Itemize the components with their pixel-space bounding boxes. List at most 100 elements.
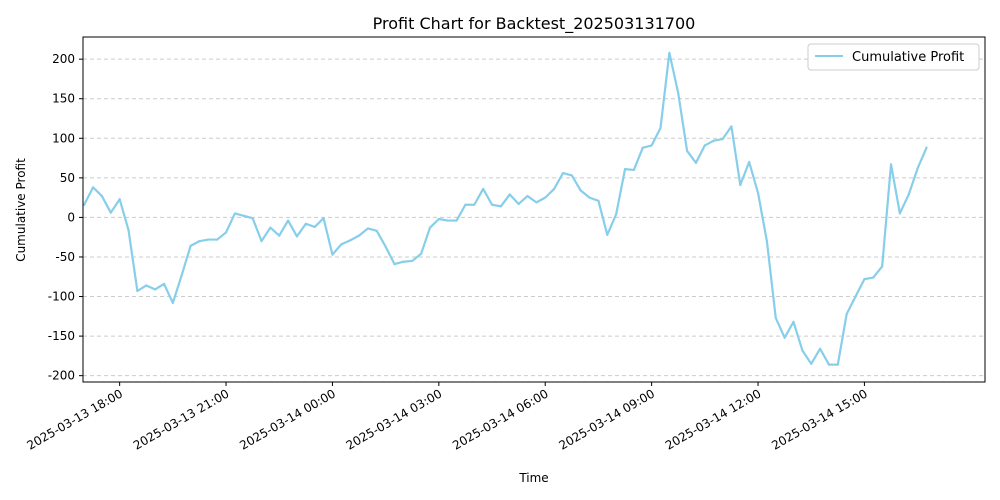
data-point [615, 213, 618, 216]
data-point [260, 240, 263, 243]
data-point [597, 199, 600, 202]
data-point [198, 240, 201, 243]
series-layer [83, 51, 928, 366]
y-tick-label: -200 [48, 369, 75, 383]
data-point [402, 260, 405, 263]
data-point [907, 193, 910, 196]
data-point [180, 274, 183, 277]
data-point [694, 161, 698, 164]
data-point [836, 363, 839, 366]
legend: Cumulative Profit [807, 43, 980, 71]
data-point [739, 183, 742, 187]
y-gridlines [83, 58, 985, 377]
data-point [703, 144, 706, 147]
data-point [526, 194, 529, 198]
data-point [233, 212, 237, 215]
data-point [349, 239, 352, 242]
data-point [916, 167, 919, 170]
y-tick-label: -100 [48, 290, 75, 304]
data-point [579, 189, 582, 192]
data-point [154, 288, 157, 291]
data-point [304, 222, 307, 225]
data-point [171, 301, 174, 304]
data-point [340, 243, 343, 246]
data-point [499, 205, 502, 208]
data-point [863, 278, 866, 281]
data-point [100, 194, 104, 198]
data-point [322, 217, 325, 220]
legend-box [807, 43, 980, 71]
data-point [118, 198, 121, 201]
data-point [357, 234, 361, 237]
data-point [455, 219, 458, 222]
data-point [712, 139, 715, 142]
y-tick-label: 200 [52, 52, 75, 66]
data-point [535, 201, 538, 204]
data-point [685, 149, 689, 153]
data-point [109, 211, 112, 214]
data-point [473, 203, 476, 206]
data-point [287, 219, 290, 222]
plot-frame [82, 36, 986, 383]
data-point [295, 235, 299, 238]
data-point [623, 168, 627, 171]
legend-label-cumulative-profit: Cumulative Profit [852, 50, 964, 65]
data-point [721, 137, 724, 141]
data-point [91, 186, 95, 189]
y-tick-label: -50 [55, 250, 75, 264]
data-point [553, 187, 556, 191]
data-point [570, 174, 573, 177]
x-axis-ticks: 2025-03-13 18:00 2025-03-13 21:00 2025-03-… [24, 382, 870, 453]
x-tick-label: 2025-03-14 06:00 [450, 386, 551, 452]
data-point [818, 347, 822, 350]
data-point [854, 295, 857, 298]
data-point [411, 259, 414, 263]
chart-title: Profit Chart for Backtest_202503131700 [373, 14, 696, 34]
x-tick-label: 2025-03-14 09:00 [556, 386, 657, 452]
data-point [881, 265, 884, 268]
data-point [677, 92, 680, 95]
data-point [437, 217, 440, 221]
data-point [242, 214, 245, 217]
data-point [508, 193, 511, 196]
data-point [898, 212, 901, 215]
data-point [278, 234, 281, 237]
y-tick-label: -150 [48, 329, 75, 343]
data-point [606, 233, 609, 236]
data-point [464, 203, 467, 206]
data-point [482, 187, 485, 191]
x-tick-label: 2025-03-14 15:00 [769, 386, 870, 452]
data-point [730, 125, 733, 128]
data-point [765, 240, 768, 243]
data-point [748, 160, 751, 164]
data-point [668, 51, 671, 54]
data-point [872, 276, 875, 279]
y-tick-label: 100 [52, 131, 75, 145]
data-point [375, 229, 378, 232]
x-tick-label: 2025-03-13 18:00 [24, 386, 125, 452]
data-point [544, 196, 547, 199]
y-tick-label: 0 [67, 210, 75, 224]
data-point [420, 252, 423, 255]
data-point [136, 289, 139, 293]
data-point [428, 226, 432, 229]
data-point [889, 163, 893, 166]
y-tick-label: 50 [60, 171, 75, 185]
data-point [641, 146, 644, 149]
data-point [216, 238, 219, 241]
data-point [632, 168, 635, 172]
data-point [127, 228, 130, 232]
data-point [650, 144, 653, 147]
data-point [490, 203, 494, 206]
data-point [783, 336, 786, 339]
data-point [845, 312, 848, 316]
data-point [517, 202, 520, 206]
data-point [801, 349, 804, 352]
data-point [659, 126, 662, 130]
x-tick-label: 2025-03-13 21:00 [131, 386, 232, 452]
data-point [792, 320, 795, 323]
data-point [774, 316, 777, 320]
series-points [83, 51, 928, 366]
data-point [269, 226, 272, 229]
